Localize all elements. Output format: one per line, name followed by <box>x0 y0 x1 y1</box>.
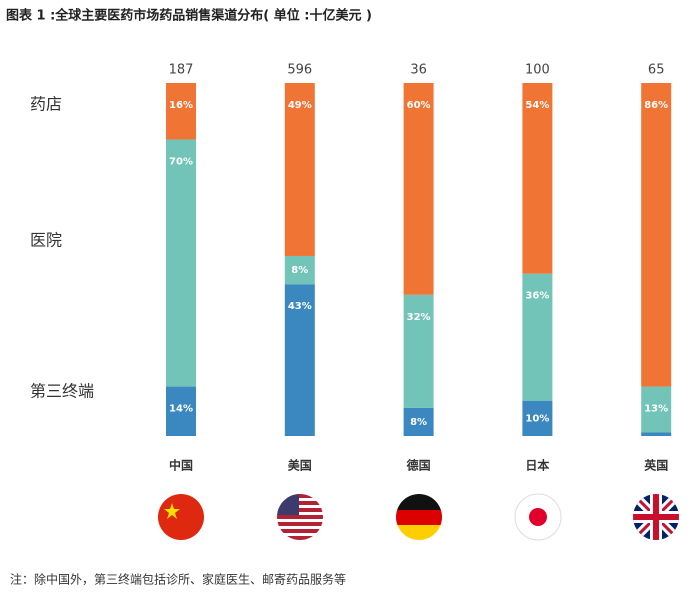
x-tick-label: 德国 <box>407 458 431 473</box>
flag-japan <box>515 494 561 540</box>
total-label: 596 <box>287 63 312 78</box>
flag-uk <box>633 494 679 540</box>
x-tick-label: 英国 <box>644 458 668 473</box>
value-label: 70% <box>169 156 193 167</box>
x-tick-label: 美国 <box>288 458 312 473</box>
value-label: 49% <box>288 100 312 111</box>
value-label: 10% <box>525 413 549 424</box>
x-tick-label: 中国 <box>169 458 193 473</box>
bar-segment <box>522 400 553 436</box>
bar-segment <box>403 294 434 408</box>
bar-segment <box>166 386 196 436</box>
value-label: 32% <box>407 312 431 323</box>
bar-segment <box>403 407 434 436</box>
value-label: 60% <box>407 100 431 111</box>
flag-usa <box>277 494 323 540</box>
bar-segment <box>284 83 315 256</box>
value-label: 43% <box>288 301 312 312</box>
value-label: 13% <box>644 404 668 415</box>
value-label: 16% <box>169 100 193 111</box>
value-label: 14% <box>169 404 193 415</box>
bar-segment <box>166 139 196 387</box>
value-label: 8% <box>291 265 308 276</box>
flag-germany <box>396 494 442 540</box>
total-label: 187 <box>169 63 194 78</box>
chart-title: 图表 1 :全球主要医药市场药品销售渠道分布( 单位 :十亿美元 ) <box>6 8 372 24</box>
series-label: 药店 <box>30 95 62 114</box>
bar-segment <box>522 273 553 401</box>
bar-segment <box>641 83 672 387</box>
bar-segment <box>284 255 315 285</box>
bar-segment <box>641 386 672 433</box>
series-label: 第三终端 <box>30 382 94 401</box>
flag-border <box>514 493 562 541</box>
bar-segment <box>166 83 196 140</box>
value-label: 36% <box>525 291 549 302</box>
flags <box>158 493 679 541</box>
value-label: 8% <box>410 417 427 428</box>
x-tick-label: 日本 <box>525 458 549 473</box>
total-label: 36 <box>410 63 427 78</box>
bar-segment <box>284 284 315 436</box>
total-label: 65 <box>648 63 665 78</box>
bar-segment <box>522 83 553 274</box>
flag-china <box>158 494 204 540</box>
series-label: 医院 <box>30 231 62 250</box>
note: 注：除中国外，第三终端包括诊所、家庭医生、邮寄药品服务等 <box>10 572 346 587</box>
value-label: 54% <box>525 100 549 111</box>
total-label: 100 <box>525 63 550 78</box>
value-label: 86% <box>644 100 668 111</box>
bar-segment <box>403 83 434 295</box>
bar-segment <box>641 432 672 436</box>
